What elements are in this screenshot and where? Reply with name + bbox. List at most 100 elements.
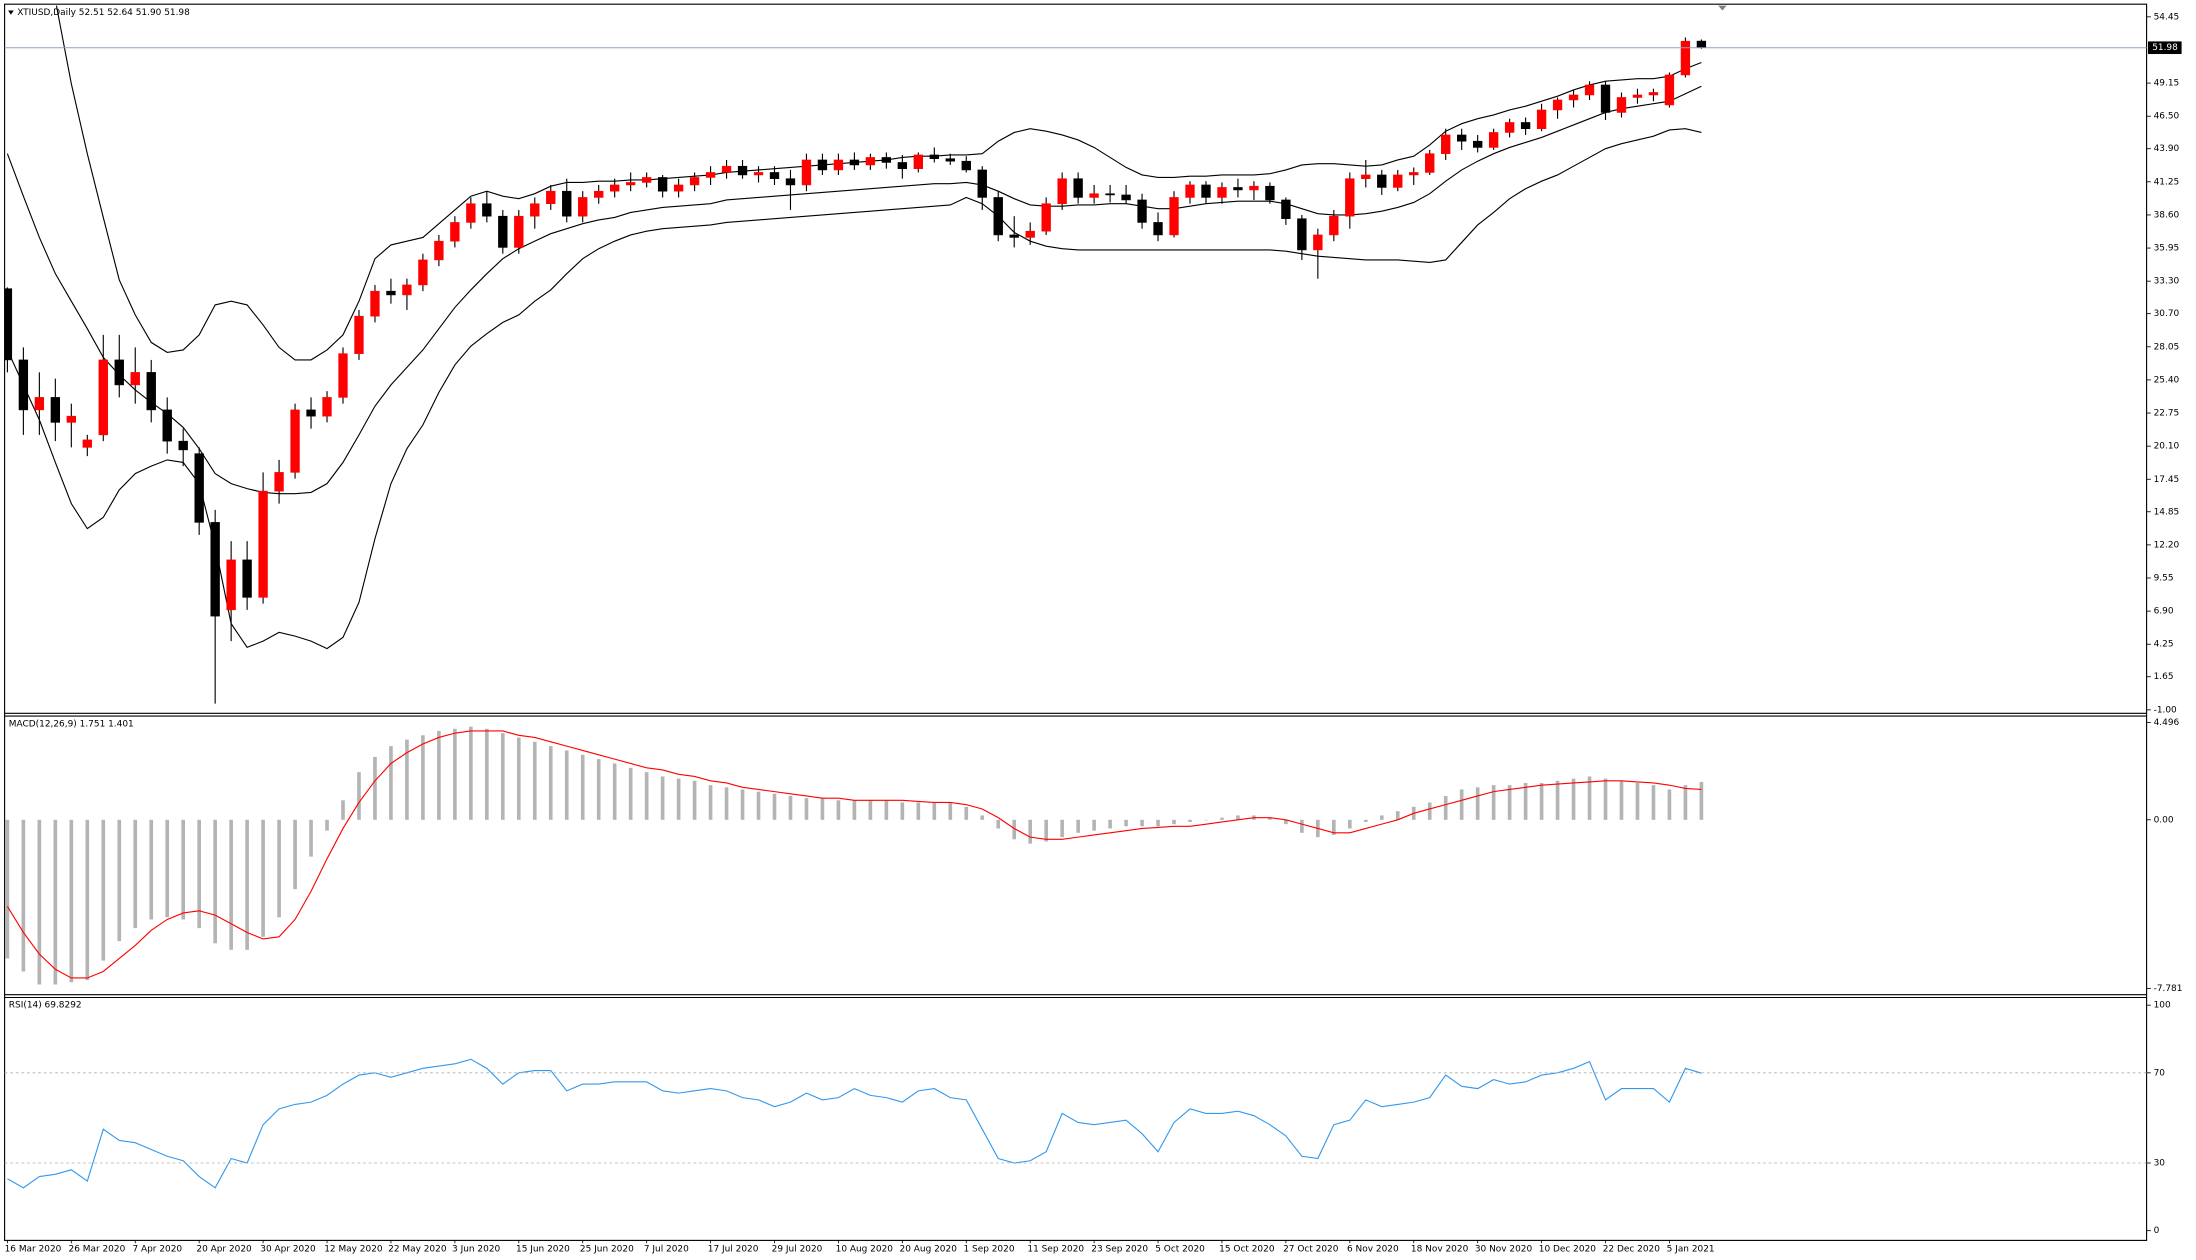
macd-bar [277,819,281,918]
candle-body [1409,172,1419,176]
macd-bar [516,737,521,820]
macd-bar [1092,819,1096,831]
x-tick-label: 11 Sep 2020 [1027,1244,1084,1254]
candle-body [1089,193,1099,198]
candle-body [1185,184,1195,198]
macd-bar [1395,811,1400,820]
macd-bar [1236,815,1240,820]
macd-bar [1300,819,1304,833]
macd-bar [1475,787,1480,820]
macd-bar [85,819,90,981]
macd-bar [1459,789,1464,820]
candle-body [370,290,380,317]
macd-bar [996,819,1001,829]
candle-body [210,522,220,617]
candle-body [1297,218,1307,251]
candle-body [1137,199,1147,223]
candle-body [769,172,780,179]
macd-bar [165,819,170,918]
indicator-line [6,730,1702,979]
candle-body [1361,174,1371,179]
candle-body [993,197,1003,236]
candle-body [625,182,636,186]
candle-body [194,453,204,523]
y-tick-label: 30 [2154,1159,2166,1169]
candle-body [1201,184,1211,198]
y-tick-label: 6.90 [2154,607,2174,617]
macd-bar [1523,782,1528,820]
macd-bar [341,800,345,820]
x-tick-label: 30 Apr 2020 [260,1244,316,1254]
macd-bar [548,746,553,820]
candle-body [66,415,76,423]
candle-body [1425,153,1435,173]
macd-bar [421,735,425,820]
macd-bar [1651,785,1656,820]
candle-body [1393,174,1403,188]
candle-body [1073,178,1083,198]
candle-body [689,177,700,186]
candle-body [402,284,412,296]
y-tick-label: 35.95 [2154,244,2180,254]
candle-body [833,159,844,171]
candle-body [705,172,716,178]
x-tick-label: 3 Jun 2020 [452,1244,500,1254]
macd-bar [1587,776,1592,820]
indicator-line [7,1058,1702,1189]
candle-body [306,409,316,417]
macd-bar [1172,819,1176,825]
candle-body [1648,92,1659,96]
macd-bar [740,789,745,820]
panel-title: XTIUSD,Daily 52.51 52.64 51.90 51.98 [17,8,190,18]
panel-title: RSI(14) 69.8292 [9,1001,82,1011]
candle-body [1249,185,1259,191]
candle-body [1488,132,1499,148]
y-tick-label: 9.55 [2154,573,2174,583]
macd-bar [293,819,297,890]
macd-bar [676,778,681,820]
macd-bar [1108,819,1112,829]
candle-body [1472,140,1483,148]
candle-body [450,222,460,242]
candle-body [721,165,732,173]
x-tick-label: 25 Jun 2020 [580,1244,634,1254]
menu-arrow[interactable] [8,10,14,15]
candle-body [50,397,61,423]
candle-body [82,439,92,448]
macd-bar [580,754,585,820]
y-tick-label: 70 [2154,1068,2166,1078]
macd-bar [964,806,969,820]
macd-bar [325,819,329,831]
macd-bar [564,750,569,820]
candle-body [514,215,524,248]
y-tick-label: -7.781 [2154,984,2183,994]
candle-body [466,203,476,223]
y-tick-label: 22.75 [2154,409,2180,419]
macd-bar [229,819,233,950]
macd-bar [980,815,985,820]
macd-bar [181,819,186,920]
macd-bar [612,763,617,820]
macd-bar [724,787,729,820]
candle-body [498,215,508,248]
panel [4,5,1707,704]
candle-body [1377,174,1387,188]
macd-bar [628,767,633,820]
x-tick-label: 20 Aug 2020 [900,1244,958,1254]
macd-bar [1220,817,1224,820]
macd-bar [117,819,122,942]
x-tick-label: 6 Nov 2020 [1347,1244,1399,1254]
candle-body [338,353,348,398]
candle-body [530,203,540,217]
macd-bar [1683,785,1688,820]
macd-bar [644,772,649,820]
x-tick-label: 16 Mar 2020 [5,1244,62,1254]
macd-bar [357,772,361,820]
macd-bar [309,819,313,857]
candle-body [1121,194,1131,201]
macd-bar [261,819,265,937]
candle-body [1680,40,1691,76]
